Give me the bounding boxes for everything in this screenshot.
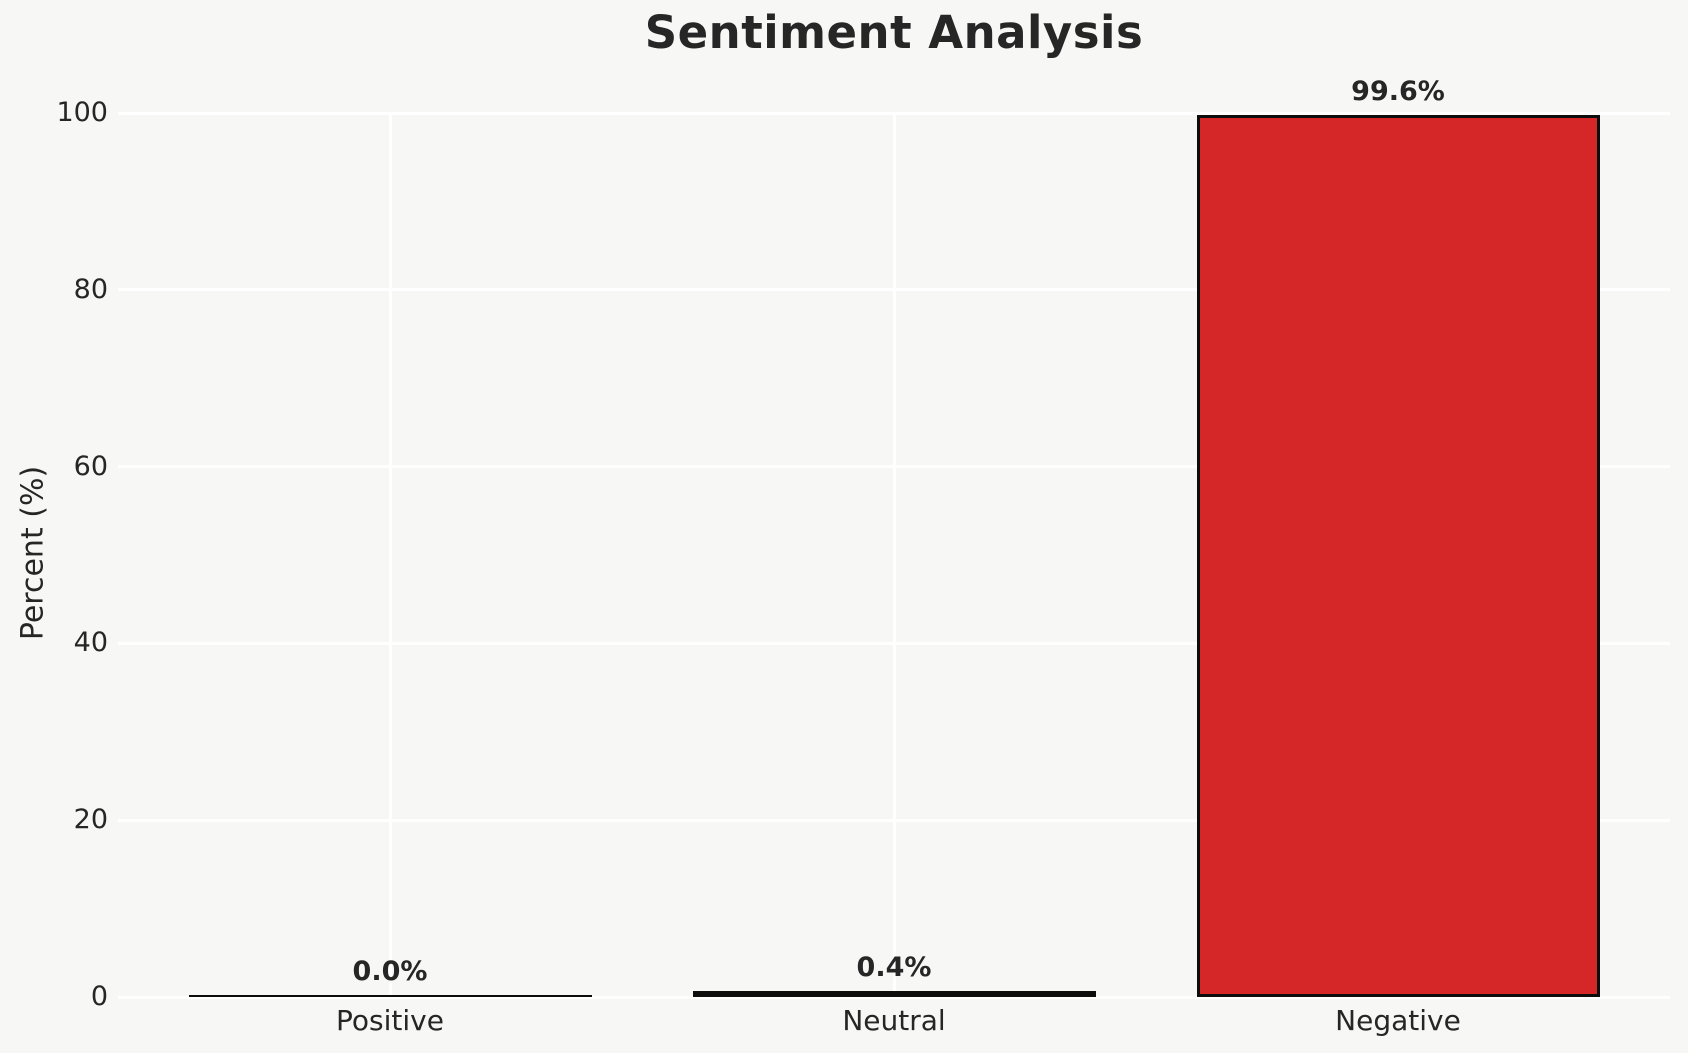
y-gridline	[118, 995, 1670, 999]
y-tick-label: 60	[73, 451, 108, 482]
y-tick-label: 0	[90, 981, 108, 1012]
y-tick-label: 40	[73, 627, 108, 658]
category-label-neutral: Neutral	[842, 1004, 946, 1037]
bar-neutral	[692, 991, 1096, 997]
x-gridline	[892, 113, 896, 997]
bar-negative	[1196, 115, 1600, 997]
y-tick-label: 20	[73, 804, 108, 835]
x-gridline	[388, 113, 392, 997]
bar-positive	[188, 995, 592, 997]
value-label-negative: 99.6%	[1351, 76, 1445, 107]
y-axis-label: Percent (%)	[15, 465, 51, 641]
value-label-positive: 0.0%	[352, 956, 428, 987]
y-tick-label: 100	[56, 97, 108, 128]
category-label-positive: Positive	[336, 1004, 444, 1037]
value-label-neutral: 0.4%	[856, 952, 932, 983]
plot-area: 0.0% 0.4% 99.6%	[118, 76, 1670, 999]
y-tick-label: 80	[73, 274, 108, 305]
category-label-negative: Negative	[1335, 1004, 1461, 1037]
chart-title: Sentiment Analysis	[644, 6, 1144, 59]
